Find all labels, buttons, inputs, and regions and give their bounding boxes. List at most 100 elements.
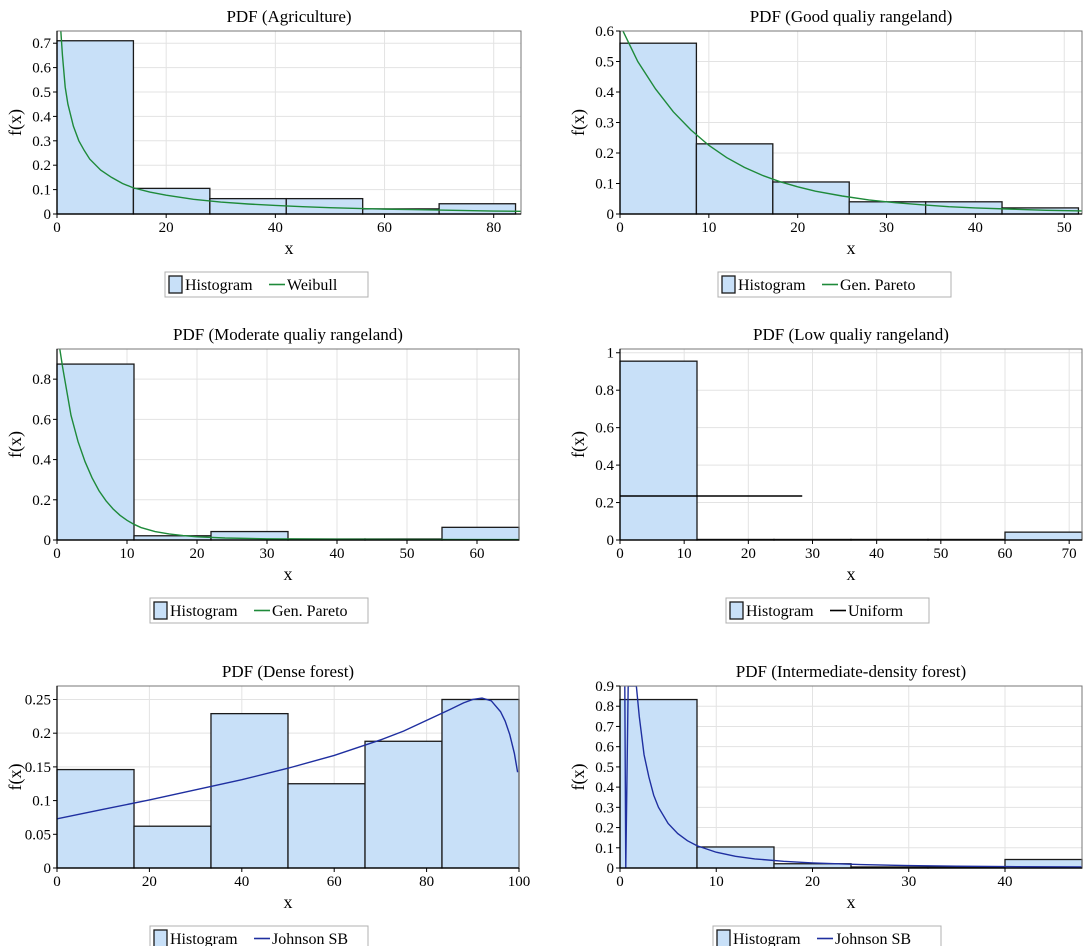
y-tick-label: 0.5 — [595, 760, 614, 776]
histogram-bar — [209, 197, 287, 215]
y-tick-label: 0.2 — [32, 158, 51, 174]
x-tick-label: 20 — [741, 546, 756, 562]
fit-curve-group — [622, 31, 1082, 212]
x-tick-label: 0 — [53, 874, 61, 890]
y-tick-label: 0 — [44, 533, 52, 549]
y-axis-label: f(x) — [5, 764, 26, 791]
histogram-bar — [364, 740, 443, 869]
legend-histogram-label: Histogram — [170, 603, 238, 620]
x-tick-label: 50 — [1057, 220, 1072, 236]
chart-title: PDF (Low qualiy rangeland) — [753, 325, 949, 344]
y-tick-label: 0 — [44, 861, 52, 877]
y-tick-label: 0.5 — [32, 85, 51, 101]
y-tick-label: 0.25 — [25, 692, 51, 708]
chart-panel-1: 0 20 40 60 80 0 0.1 0.2 0.3 0.4 0.5 0.6 0.7 PDF (Agri… — [5, 7, 522, 298]
legend: Histogram Gen. Pareto — [717, 271, 952, 298]
histogram-bar — [133, 825, 212, 869]
y-tick-label: 0.4 — [32, 453, 51, 469]
x-axis-label: x — [847, 892, 856, 912]
legend-histogram-label: Histogram — [170, 931, 238, 946]
legend-fit-label: Uniform — [848, 603, 904, 620]
fit-curve-group — [57, 697, 519, 820]
x-tick-label: 40 — [998, 874, 1013, 890]
y-tick-label: 0.6 — [595, 24, 614, 40]
y-axis-label: f(x) — [5, 431, 26, 458]
fit-curve-group — [60, 31, 521, 213]
y-tick-label: 0 — [607, 207, 615, 223]
x-tick-label: 60 — [998, 546, 1013, 562]
y-tick-label: 0.2 — [595, 146, 614, 162]
x-tick-label: 0 — [616, 874, 624, 890]
y-axis-label: f(x) — [568, 109, 589, 136]
x-tick-label: 60 — [470, 546, 485, 562]
fit-curve-line — [57, 697, 519, 820]
y-tick-label: 0.3 — [595, 800, 614, 816]
histogram-bar — [619, 698, 698, 869]
y-tick-label: 0.8 — [595, 383, 614, 399]
x-tick-label: 20 — [190, 546, 205, 562]
x-tick-label: 30 — [805, 546, 820, 562]
x-tick-label: 40 — [330, 546, 345, 562]
x-tick-label: 40 — [968, 220, 983, 236]
y-tick-label: 0.15 — [25, 760, 51, 776]
x-tick-label: 40 — [268, 220, 283, 236]
histogram-bar — [619, 360, 698, 541]
legend-histogram-swatch — [168, 275, 183, 294]
legend-histogram-label: Histogram — [738, 277, 806, 294]
y-tick-label: 0.3 — [595, 116, 614, 132]
x-tick-label: 10 — [701, 220, 716, 236]
y-tick-label: 0.6 — [595, 740, 614, 756]
histogram-bar — [132, 187, 211, 215]
y-tick-label: 0.1 — [32, 183, 51, 199]
x-tick-label: 80 — [419, 874, 434, 890]
chart-panel-4: 0 10 20 30 40 50 60 70 0 0.2 0.4 0.6 0.8 1 PDF (Low qu… — [568, 325, 1083, 624]
x-tick-label: 10 — [677, 546, 692, 562]
y-tick-label: 0.6 — [32, 61, 51, 77]
chart-title: PDF (Good qualiy rangeland) — [750, 7, 953, 26]
histogram-bar — [56, 768, 135, 869]
histogram-bar — [287, 783, 366, 869]
x-tick-label: 40 — [234, 874, 249, 890]
x-axis-label: x — [285, 238, 294, 258]
y-tick-label: 0.1 — [32, 794, 51, 810]
y-tick-label: 0.4 — [595, 458, 614, 474]
legend: Histogram Gen. Pareto — [149, 597, 369, 624]
x-tick-label: 50 — [400, 546, 415, 562]
x-tick-label: 0 — [53, 546, 61, 562]
y-axis-label: f(x) — [5, 109, 26, 136]
y-axis-label: f(x) — [568, 431, 589, 458]
y-tick-label: 0.4 — [595, 780, 614, 796]
y-tick-label: 0.3 — [32, 134, 51, 150]
y-tick-label: 0.9 — [595, 679, 614, 695]
histogram-bar — [56, 363, 135, 541]
y-tick-label: 0.1 — [595, 177, 614, 193]
legend-histogram-label: Histogram — [733, 931, 801, 946]
x-tick-label: 0 — [616, 546, 624, 562]
legend-fit-label: Gen. Pareto — [272, 603, 348, 620]
y-tick-label: 0.8 — [32, 372, 51, 388]
y-tick-label: 0.5 — [595, 55, 614, 71]
y-tick-label: 0.4 — [32, 109, 51, 125]
histogram-bar — [772, 181, 850, 215]
x-axis-label: x — [847, 564, 856, 584]
y-tick-label: 1 — [607, 346, 615, 362]
y-tick-label: 0.8 — [595, 699, 614, 715]
x-axis-label: x — [284, 892, 293, 912]
legend-fit-label: Weibull — [287, 277, 338, 294]
x-tick-label: 60 — [377, 220, 392, 236]
chart-panel-2: 0 10 20 30 40 50 0 0.1 0.2 0.3 0.4 0.5 0.6 PDF (Good … — [568, 7, 1083, 298]
legend-fit-label: Gen. Pareto — [840, 277, 916, 294]
legend-box — [164, 271, 369, 298]
chart-panel-6: 0 10 20 30 40 0 0.1 0.2 0.3 0.4 0.5 0.6 0.7 0.8 0.9 PDF… — [568, 662, 1083, 946]
fit-curve-line — [60, 31, 521, 213]
x-axis-label: x — [284, 564, 293, 584]
y-tick-label: 0 — [44, 207, 52, 223]
y-tick-label: 0 — [607, 533, 615, 549]
chart-title: PDF (Dense forest) — [222, 662, 354, 681]
x-tick-label: 10 — [709, 874, 724, 890]
legend-histogram-label: Histogram — [185, 277, 253, 294]
fit-curve-line — [59, 349, 519, 540]
y-tick-label: 0.2 — [32, 493, 51, 509]
x-tick-label: 100 — [508, 874, 531, 890]
